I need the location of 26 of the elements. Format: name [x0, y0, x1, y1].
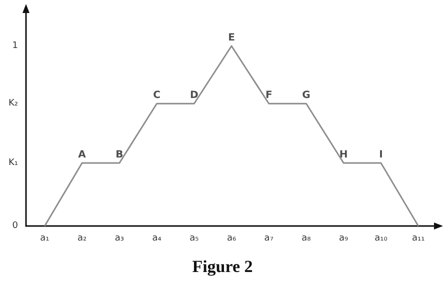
- annotation: B: [116, 150, 124, 160]
- annotation: C: [153, 90, 160, 102]
- annotation: F: [265, 90, 272, 102]
- x-tick-label: a₄: [152, 234, 162, 244]
- caption: Figure 2: [192, 257, 253, 276]
- y-tick-label: 0: [12, 221, 18, 231]
- x-tick-label: a₇: [264, 234, 274, 244]
- annotation: D: [190, 90, 198, 102]
- x-tick-label: a₁₁: [412, 234, 426, 244]
- annotation: E: [228, 32, 236, 44]
- line-series: [44, 45, 420, 227]
- annotation: A: [78, 150, 86, 160]
- x-tick-label: a₁: [40, 234, 50, 244]
- annotation: I: [379, 150, 383, 160]
- x-tick-label: a₃: [114, 234, 124, 244]
- y-tick-label: 1: [12, 41, 18, 51]
- y-tick-label: K₂: [8, 98, 18, 109]
- x-tick-label: a₆: [226, 234, 236, 244]
- annotation: H: [339, 150, 348, 160]
- x-tick-label: a₉: [339, 234, 349, 244]
- y-tick-label: K₁: [8, 158, 18, 168]
- annotation: G: [302, 90, 310, 102]
- x-tick-label: a₈: [302, 234, 312, 244]
- x-tick-label: a₁₀: [374, 234, 388, 244]
- x-tick-label: a₅: [190, 234, 200, 244]
- x-tick-label: a₂: [77, 234, 87, 244]
